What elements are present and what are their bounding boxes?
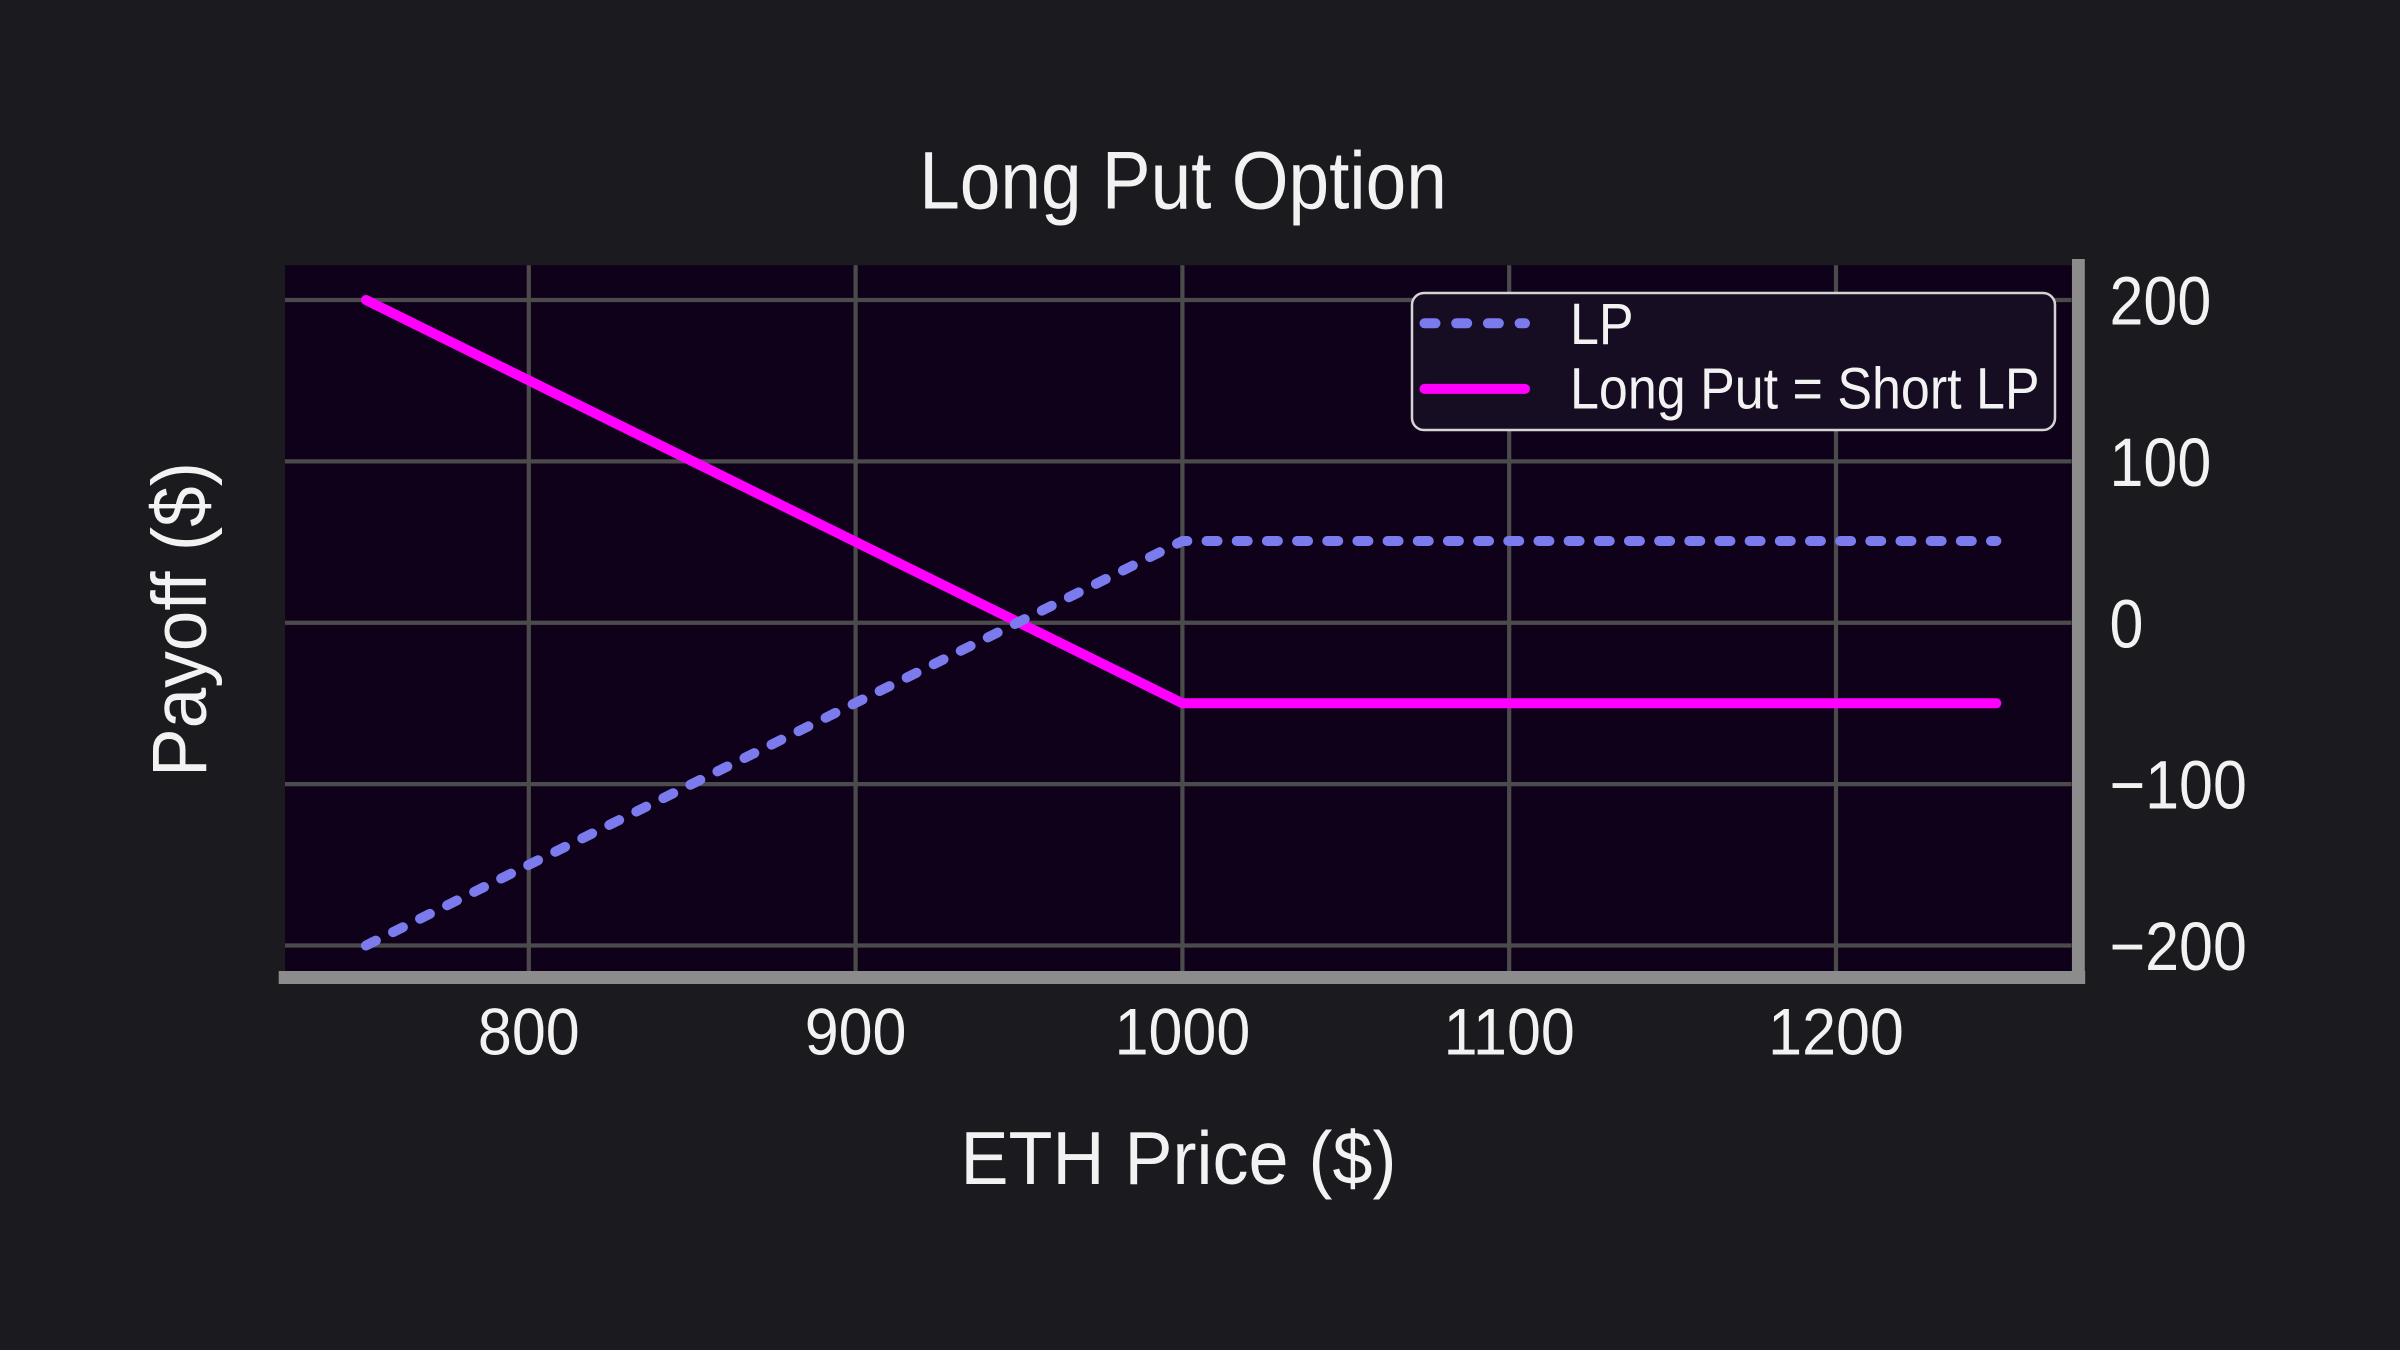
svg-text:ETH Price ($): ETH Price ($) — [961, 1115, 1397, 1200]
svg-text:100: 100 — [2110, 423, 2212, 500]
svg-text:−100: −100 — [2110, 746, 2247, 823]
svg-text:LP: LP — [1570, 291, 1634, 356]
svg-text:1200: 1200 — [1768, 996, 1904, 1069]
svg-text:−200: −200 — [2110, 908, 2247, 985]
svg-text:800: 800 — [478, 996, 580, 1069]
svg-text:0: 0 — [2110, 585, 2144, 662]
svg-text:200: 200 — [2110, 262, 2212, 339]
svg-text:Payoff ($): Payoff ($) — [136, 462, 222, 777]
svg-text:1000: 1000 — [1115, 996, 1251, 1069]
svg-text:Long Put Option: Long Put Option — [919, 136, 1447, 227]
svg-text:900: 900 — [805, 996, 907, 1069]
svg-text:Long Put = Short LP: Long Put = Short LP — [1570, 356, 2040, 421]
svg-text:1100: 1100 — [1444, 996, 1575, 1069]
